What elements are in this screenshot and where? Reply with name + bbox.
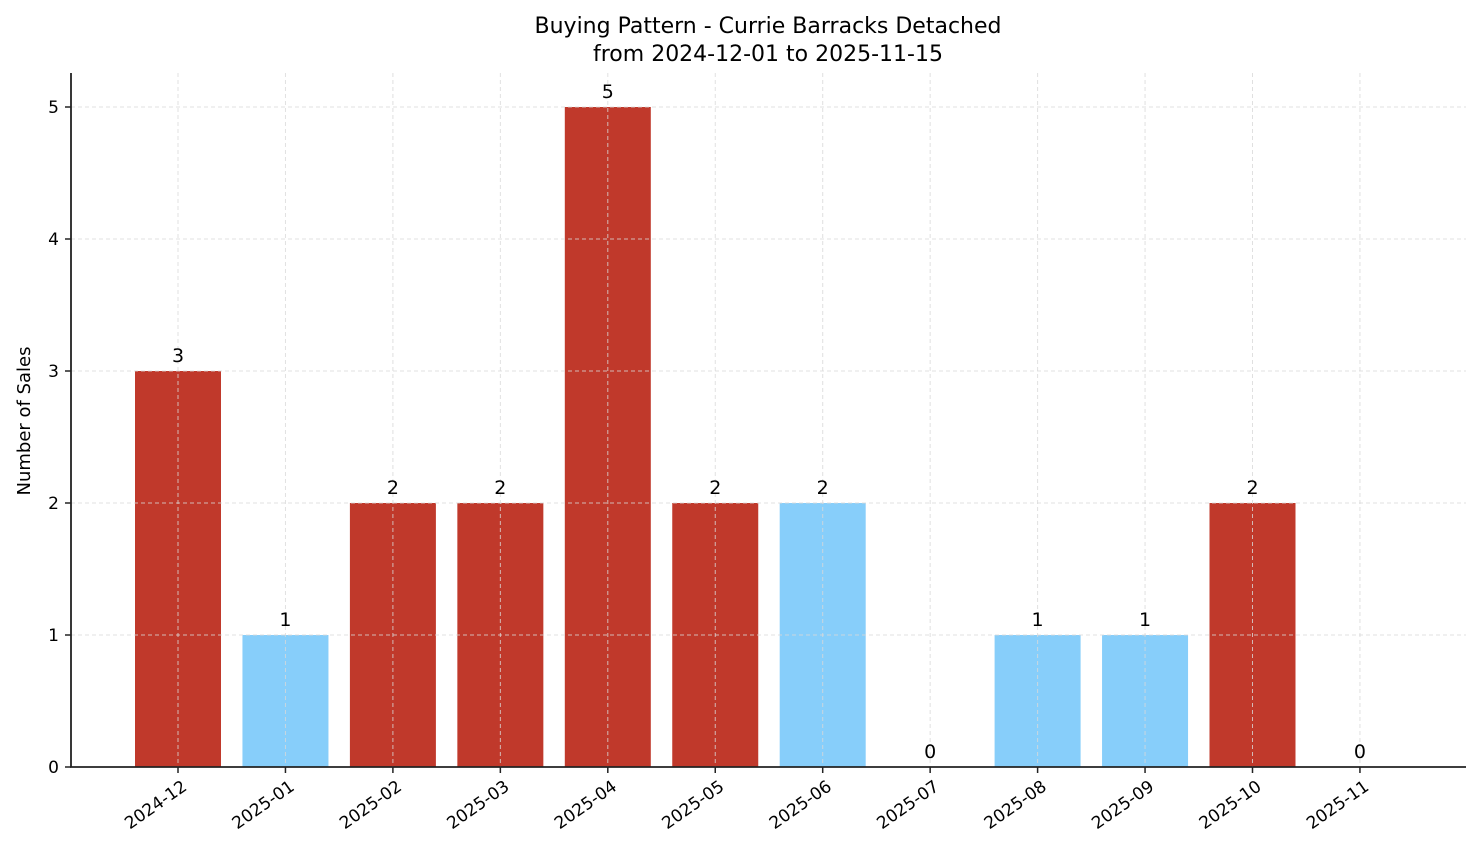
x-tick-label: 2025-08 xyxy=(981,777,1051,834)
x-tick-label: 2025-07 xyxy=(873,777,943,834)
bar-value-label: 2 xyxy=(709,477,721,499)
x-tick-label: 2025-09 xyxy=(1088,777,1158,834)
y-tick-label: 2 xyxy=(48,494,59,514)
y-tick-label: 0 xyxy=(48,758,59,778)
y-axis-label: Number of Sales xyxy=(14,346,35,495)
bar-value-label: 2 xyxy=(817,477,829,499)
x-tick-label: 2025-11 xyxy=(1303,777,1373,834)
bar-value-labels: 3 1 2 2 5 2 2 0 1 1 2 0 xyxy=(172,81,1366,763)
chart-title: Buying Pattern - Currie Barracks Detache… xyxy=(535,14,1002,39)
bar-value-label: 2 xyxy=(1246,477,1258,499)
x-tick-label: 2025-06 xyxy=(766,777,836,834)
bar-value-label: 1 xyxy=(1032,609,1044,631)
y-tick-label: 1 xyxy=(48,626,59,646)
bar-value-label: 0 xyxy=(1354,741,1366,763)
x-tick-label: 2024-12 xyxy=(121,777,191,834)
bar-value-label: 1 xyxy=(1139,609,1151,631)
grid-lines-overlay xyxy=(71,73,1466,767)
bar-value-label: 0 xyxy=(924,741,936,763)
bar-value-label: 1 xyxy=(279,609,291,631)
bar-value-label: 2 xyxy=(387,477,399,499)
x-tick-label: 2025-02 xyxy=(336,777,406,834)
x-tick-label: 2025-05 xyxy=(658,777,728,834)
bar-value-label: 5 xyxy=(602,81,614,103)
y-tick-label: 3 xyxy=(48,362,59,382)
x-tick-label: 2025-03 xyxy=(444,777,514,834)
x-tick-label: 2025-10 xyxy=(1196,777,1266,834)
x-tick-label: 2025-04 xyxy=(551,777,621,834)
x-tick-label: 2025-01 xyxy=(229,777,299,834)
bar-value-label: 3 xyxy=(172,345,184,367)
y-axis-ticks: 0 1 2 3 4 5 xyxy=(48,98,71,778)
bar-value-label: 2 xyxy=(494,477,506,499)
y-tick-label: 4 xyxy=(48,230,59,250)
x-axis-ticks: 2024-12 2025-01 2025-02 2025-03 2025-04 2025-… xyxy=(121,767,1373,834)
y-tick-label: 5 xyxy=(48,98,59,118)
chart-subtitle: from 2024-12-01 to 2025-11-15 xyxy=(593,42,943,67)
